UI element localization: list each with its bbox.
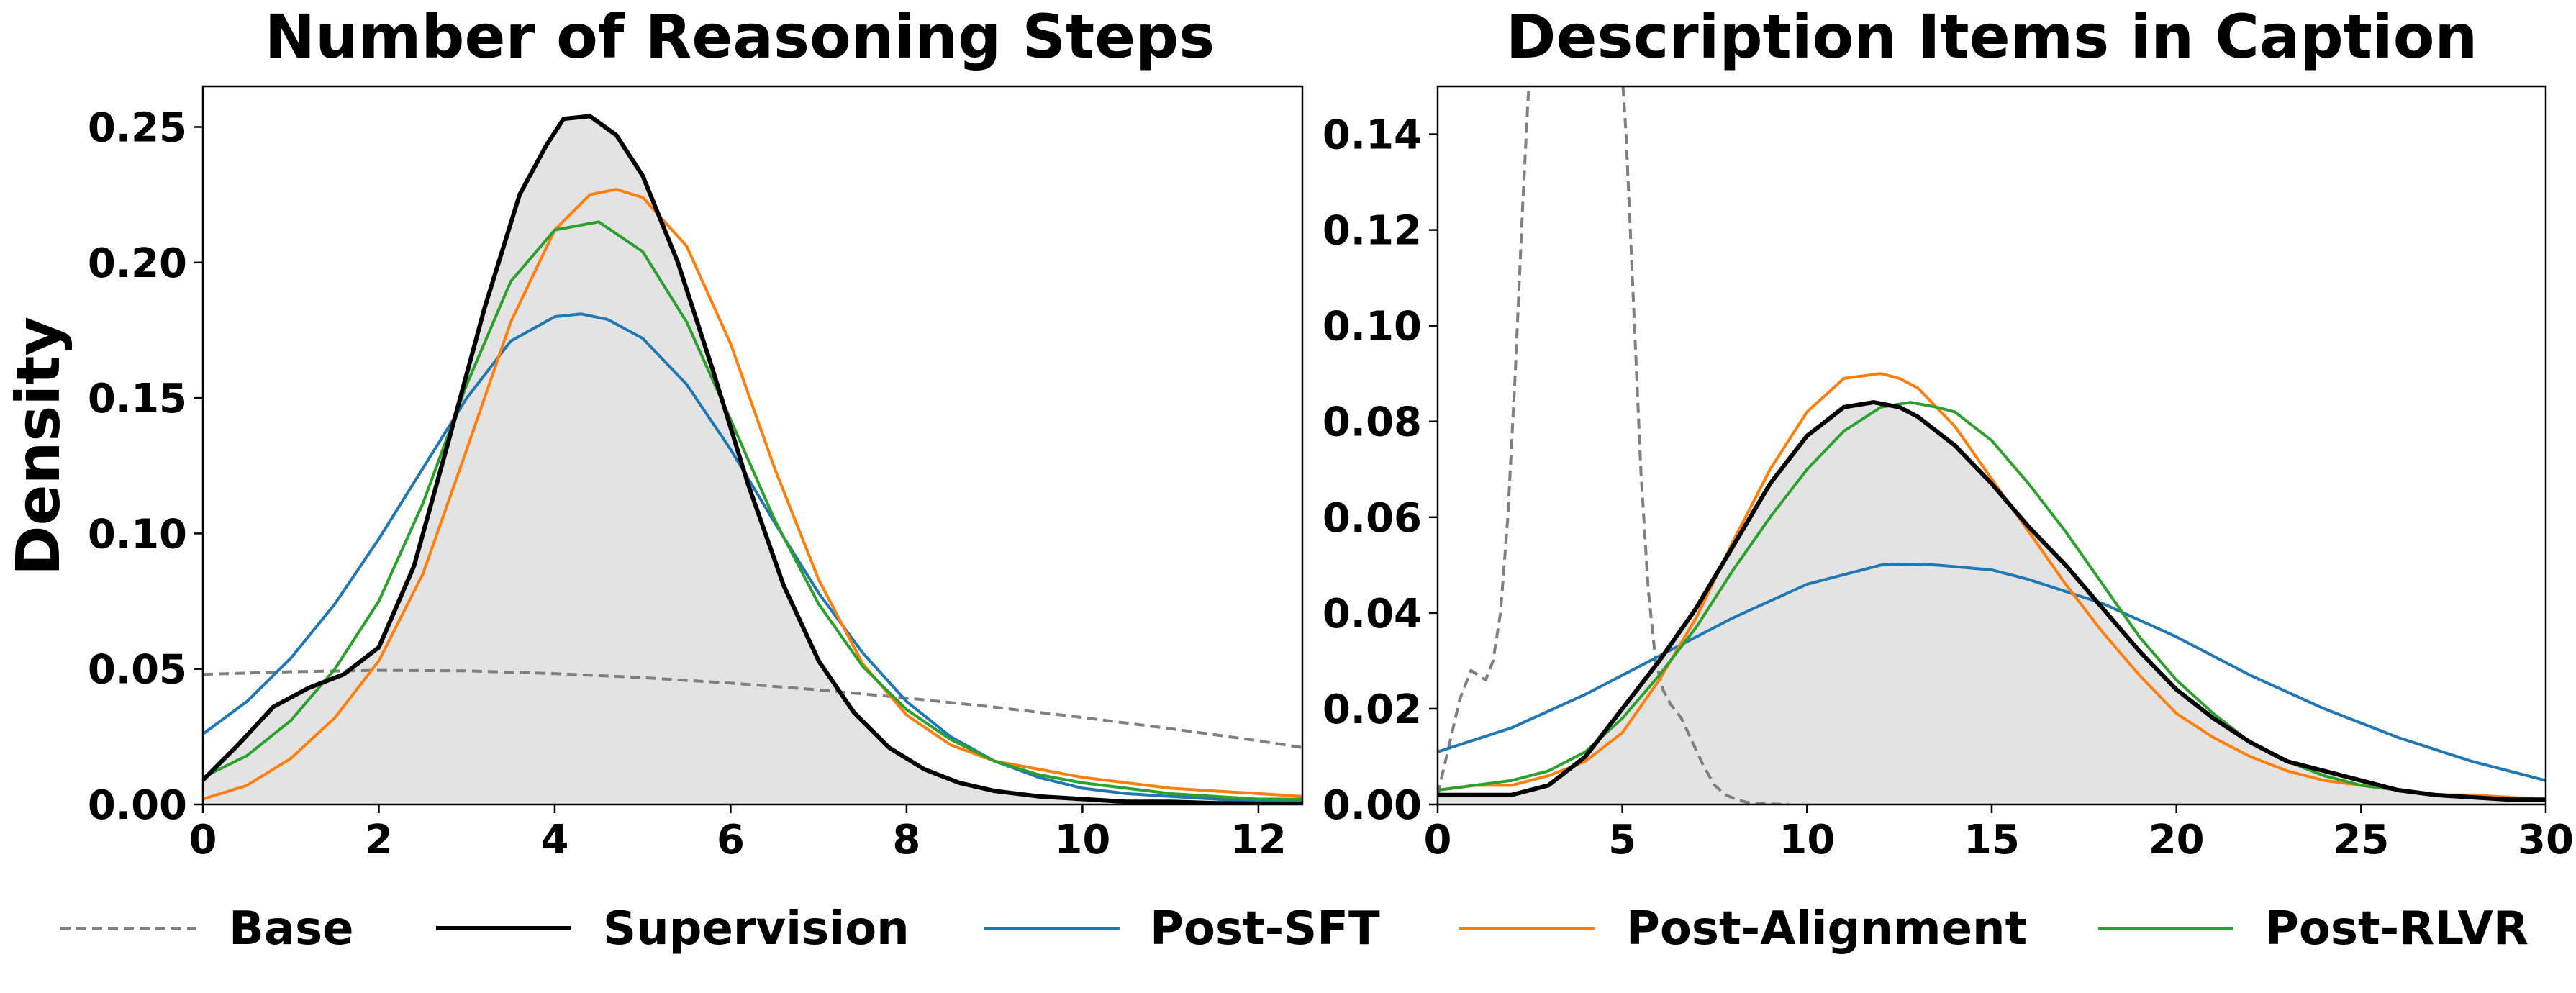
supervision-shaded-area	[1438, 402, 2546, 804]
y-axis-label: Density	[3, 317, 73, 576]
legend-label-supervision: Supervision	[603, 902, 910, 956]
series-line-post-sft	[1438, 563, 2546, 782]
series-line-post-sft	[203, 312, 1302, 804]
y-tick-label: 0.00	[1323, 782, 1422, 829]
right-plot-area: 0 5 10 15 20 25 30 0.00 0.02 0.04 0.06 0.08 0.10 0.12…	[1323, 85, 2574, 863]
legend-item-post-alignment: Post-Alignment	[1459, 902, 2027, 956]
legend-label-post-rlvr: Post-RLVR	[2265, 902, 2529, 956]
axes-frame	[201, 85, 1304, 806]
legend-label-post-sft: Post-SFT	[1150, 902, 1380, 956]
x-tick-label: 6	[717, 817, 745, 863]
left-chart: Number of Reasoning Steps Density 0 2 4 6 8 1…	[3, 1, 1304, 863]
y-tick-label: 0.04	[1323, 591, 1422, 638]
left-plot-area: 0 2 4 6 8 10 12 0.00 0.05 0.10 0.15 0.20 0.25	[88, 85, 1304, 863]
series-line-base	[203, 668, 1302, 749]
x-tick-label: 15	[1964, 817, 2020, 863]
y-tick-label: 0.06	[1323, 495, 1422, 542]
x-tick-label: 8	[892, 817, 920, 863]
series-line-supervision	[203, 114, 1302, 804]
legend-label-post-alignment: Post-Alignment	[1626, 902, 2027, 956]
y-tick-label: 0.14	[1323, 112, 1422, 159]
y-tick-label: 0.02	[1323, 686, 1422, 733]
y-tick-label: 0.12	[1323, 208, 1422, 255]
x-tick-label: 0	[1424, 817, 1452, 863]
y-tick-label: 0.05	[88, 647, 187, 694]
y-tick-label: 0.10	[1323, 304, 1422, 350]
legend-item-post-sft: Post-SFT	[984, 902, 1380, 956]
legend-item-post-rlvr: Post-RLVR	[2098, 902, 2529, 956]
y-tick-label: 0.10	[88, 511, 187, 558]
legend-item-supervision: Supervision	[436, 902, 910, 956]
x-tick-label: 10	[1779, 817, 1835, 863]
y-tick-label: 0.15	[88, 376, 187, 422]
x-tick-label: 20	[2149, 817, 2205, 863]
y-tick-label: 0.00	[88, 782, 187, 829]
y-tick-label: 0.25	[88, 104, 187, 151]
series-line-post-rlvr	[203, 220, 1302, 801]
x-tick-label: 30	[2518, 817, 2574, 863]
right-chart: Description Items in Caption 0 5 10 15 20 25 3…	[1323, 1, 2574, 863]
series-line-supervision	[1438, 400, 2546, 802]
series-line-base	[1438, 86, 1789, 804]
x-tick-label: 0	[189, 817, 217, 863]
legend-label-base: Base	[229, 902, 353, 956]
series-group	[203, 114, 1302, 804]
x-tick-label: 12	[1230, 817, 1287, 863]
x-tick-label: 25	[2333, 817, 2389, 863]
x-tick-label: 4	[540, 817, 568, 863]
y-tick-label: 0.20	[88, 240, 187, 287]
x-tick-label: 10	[1054, 817, 1110, 863]
y-tick-label: 0.08	[1323, 399, 1422, 446]
series-line-post-rlvr	[1438, 401, 2546, 802]
legend: Base Supervision Post-SFT Post-Alignment Pos…	[60, 902, 2529, 956]
x-tick-label: 5	[1608, 817, 1636, 863]
right-chart-title: Description Items in Caption	[1506, 1, 2477, 72]
legend-item-base: Base	[60, 902, 353, 956]
series-group	[1438, 86, 2546, 804]
series-line-post-alignment	[203, 188, 1302, 801]
left-chart-title: Number of Reasoning Steps	[265, 1, 1215, 72]
supervision-shaded-area	[203, 116, 1302, 804]
x-tick-label: 2	[365, 817, 393, 863]
